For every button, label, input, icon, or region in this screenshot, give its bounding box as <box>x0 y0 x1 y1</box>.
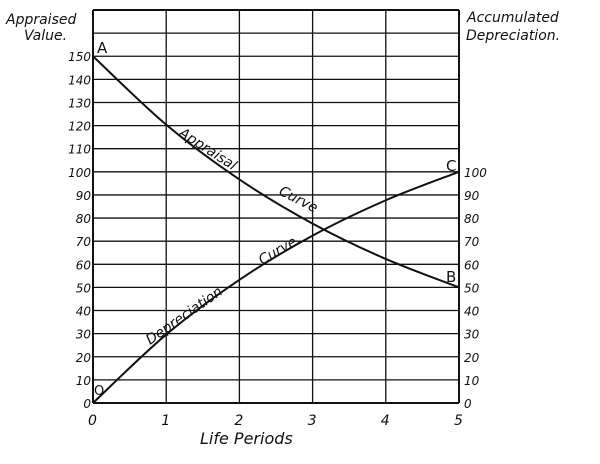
depreciation-curve <box>92 170 460 404</box>
x-tick-label: 2 <box>234 413 243 429</box>
depreciation-label-word1: Depreciation <box>143 284 226 349</box>
x-tick-label: 1 <box>161 413 170 429</box>
y-right-tick-label: 80 <box>464 212 480 226</box>
y-left-tick-label: 120 <box>68 120 91 134</box>
x-tick-label: 0 <box>88 413 97 429</box>
y-right-label-line2: Depreciation. <box>466 28 560 44</box>
y-right-tick-label: 10 <box>464 374 480 388</box>
y-left-tick-label: 50 <box>76 281 92 295</box>
y-right-tick-label: 20 <box>464 351 480 365</box>
y-right-tick-label: 100 <box>464 166 487 180</box>
y-right-tick-label: 0 <box>464 397 472 411</box>
y-right-tick-label: 40 <box>464 305 480 319</box>
y-left-tick-label: 30 <box>76 328 92 342</box>
x-axis-label: Life Periods <box>200 429 293 448</box>
appraisal-label-word2: Curve <box>276 183 320 216</box>
y-left-tick-label: 130 <box>68 96 91 110</box>
y-left-label-line2: Value. <box>24 28 67 44</box>
y-left-tick-label: 60 <box>76 258 92 272</box>
y-left-tick-label: 80 <box>76 212 92 226</box>
y-right-tick-label: 50 <box>464 281 480 295</box>
y-left-tick-label: 100 <box>68 166 91 180</box>
point-label-c: C <box>446 157 456 175</box>
grid <box>92 9 460 404</box>
y-right-label-line1: Accumulated <box>466 10 559 26</box>
x-tick-label: 3 <box>308 413 317 429</box>
y-left-tick-label: 0 <box>83 397 91 411</box>
y-left-tick-label: 90 <box>76 189 92 203</box>
x-tick-label: 5 <box>454 413 463 429</box>
y-right-tick-label: 60 <box>464 258 480 272</box>
point-label-a: A <box>97 39 108 57</box>
y-left-tick-label: 40 <box>76 305 92 319</box>
y-left-tick-label: 150 <box>68 50 91 64</box>
point-label-b: B <box>446 268 456 286</box>
y-left-tick-label: 70 <box>76 235 92 249</box>
appraisal-curve <box>92 55 460 289</box>
y-right-tick-label: 30 <box>464 328 480 342</box>
depreciation-label-word2: Curve. <box>256 232 304 269</box>
x-tick-label: 4 <box>381 413 390 429</box>
y-left-tick-label: 140 <box>68 73 91 87</box>
y-left-tick-label: 110 <box>68 143 91 157</box>
y-left-tick-label: 20 <box>76 351 92 365</box>
y-left-tick-label: 10 <box>76 374 92 388</box>
point-label-o: O <box>94 384 104 399</box>
y-left-label-line1: Appraised <box>5 12 76 28</box>
y-right-tick-label: 90 <box>464 189 480 203</box>
y-right-tick-label: 70 <box>464 235 480 249</box>
ticks: 0 1 2 3 4 50102030405060708090100110120130140… <box>68 50 487 429</box>
curves <box>92 55 460 404</box>
